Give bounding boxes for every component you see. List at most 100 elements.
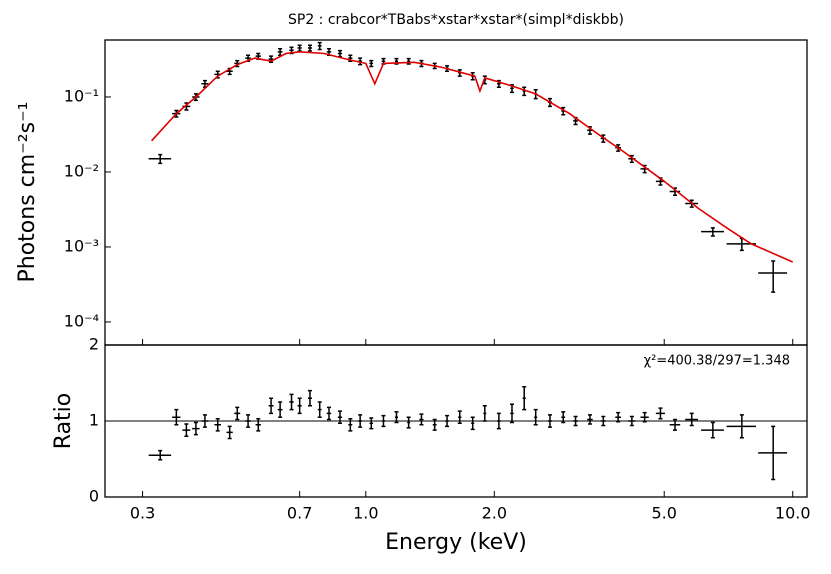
data-point (587, 414, 593, 425)
data-point (457, 410, 462, 425)
data-point (615, 411, 621, 423)
data-point (600, 415, 606, 427)
x-tick-label: 10.0 (775, 504, 811, 523)
data-point (337, 410, 343, 425)
data-point (394, 57, 399, 65)
data-point (573, 116, 578, 126)
data-point (533, 408, 538, 426)
data-point (277, 401, 283, 418)
data-point (358, 414, 363, 428)
data-point (307, 44, 312, 52)
data-point (381, 57, 386, 65)
data-point (192, 421, 200, 436)
data-point (317, 401, 322, 418)
data-point (234, 59, 241, 68)
data-point (406, 57, 411, 65)
x-tick-label: 5.0 (651, 504, 676, 523)
data-point (326, 406, 332, 421)
data-point (381, 414, 386, 428)
data-point (419, 413, 424, 426)
data-point (496, 412, 501, 430)
data-point (482, 405, 487, 422)
y-axis-label: Photons cm⁻²s⁻¹ (15, 101, 40, 282)
data-point (587, 126, 593, 135)
data-point (182, 423, 191, 437)
x-tick-label: 2.0 (482, 504, 507, 523)
data-point (172, 408, 181, 426)
data-point (669, 187, 681, 196)
data-point (182, 102, 191, 111)
x-tick-label: 1.0 (353, 504, 378, 523)
data-point (289, 46, 294, 55)
data-point (245, 414, 251, 428)
data-point (226, 425, 233, 440)
x-tick-label: 0.7 (287, 504, 312, 523)
model-line (151, 50, 794, 263)
data-point (669, 418, 681, 431)
data-point (445, 414, 450, 428)
chart-title: SP2 : crabcor*TBabs*xstar*xstar*(simpl*d… (288, 12, 624, 28)
data-point (255, 52, 261, 60)
data-point (522, 86, 527, 97)
data-point (214, 417, 221, 432)
data-point (522, 386, 527, 411)
data-point (369, 417, 374, 430)
data-point (226, 67, 233, 76)
data-point (307, 389, 312, 407)
x-axis-label: Energy (keV) (385, 530, 527, 555)
y-tick-label: 10⁻¹ (64, 86, 99, 105)
data-point (268, 397, 274, 415)
data-point (297, 397, 302, 415)
data-point (547, 414, 553, 428)
data-point (289, 393, 294, 411)
y-tick-label: 10⁻² (64, 161, 99, 180)
y-axis-label: Ratio (51, 393, 76, 449)
data-point (573, 415, 578, 427)
annotation: χ²=400.38/297=1.348 (644, 354, 790, 369)
y-tick-label: 2 (89, 335, 99, 354)
y-tick-label: 10⁻³ (64, 236, 99, 255)
data-point (214, 70, 221, 79)
data-point (277, 47, 283, 57)
data-point (255, 417, 261, 432)
data-point (326, 47, 332, 57)
data-point (701, 421, 724, 439)
data-point (758, 425, 788, 481)
data-point (348, 417, 353, 432)
data-point (685, 412, 699, 427)
data-point (470, 416, 475, 431)
data-point (394, 411, 399, 424)
data-point (655, 407, 665, 420)
data-point (628, 415, 636, 427)
data-point (201, 79, 209, 88)
data-point (297, 44, 302, 52)
data-point (726, 414, 756, 439)
data-point (496, 79, 501, 88)
data-point (701, 227, 724, 237)
data-point (268, 55, 274, 64)
data-point (726, 237, 756, 252)
data-point (432, 418, 437, 431)
data-point (201, 414, 209, 428)
data-point (234, 406, 241, 421)
data-point (509, 84, 514, 94)
data-point (317, 41, 322, 51)
data-point (561, 106, 566, 116)
y-tick-label: 0 (89, 487, 99, 506)
axes-frame (104, 39, 808, 346)
data-point (406, 416, 411, 429)
data-point (148, 449, 172, 461)
data-point (509, 403, 514, 424)
data-point (758, 260, 788, 293)
y-tick-label: 10⁻⁴ (64, 311, 99, 330)
x-tick-label: 0.3 (130, 504, 155, 523)
data-point (337, 49, 343, 58)
data-point (640, 411, 649, 423)
data-point (369, 59, 374, 68)
data-point (348, 54, 353, 62)
y-tick-label: 1 (89, 411, 99, 430)
data-point (640, 164, 649, 174)
data-point (655, 177, 665, 186)
data-point (245, 54, 251, 62)
data-point (148, 153, 172, 165)
